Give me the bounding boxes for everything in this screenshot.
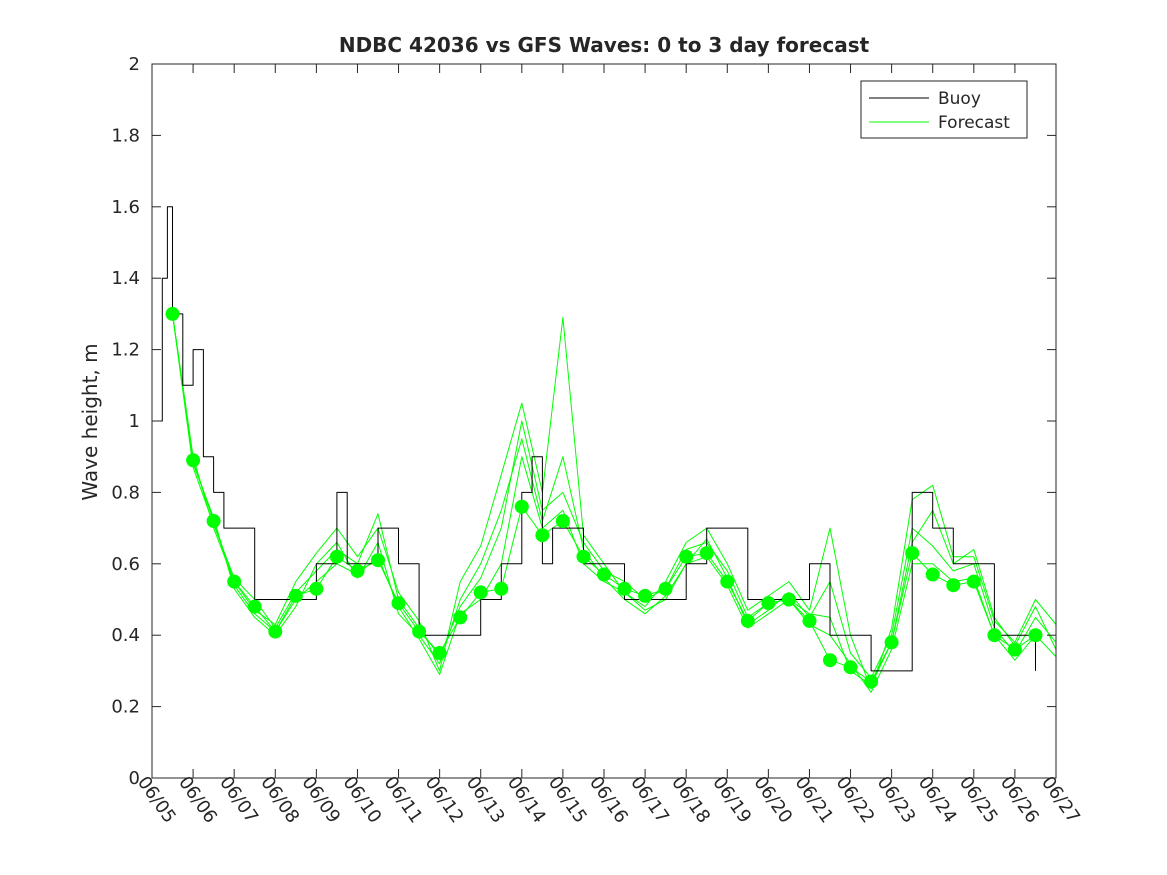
legend-box xyxy=(860,80,1028,139)
forecast-marker xyxy=(268,624,283,639)
forecast-series-line xyxy=(172,313,1057,690)
forecast-marker xyxy=(638,588,653,603)
y-tick-label: 1.2 xyxy=(111,340,140,361)
forecast-marker xyxy=(617,581,632,596)
forecast-marker xyxy=(391,596,406,611)
forecast-marker xyxy=(905,546,920,561)
forecast-series-line xyxy=(172,313,1057,693)
forecast-marker xyxy=(761,596,776,611)
forecast-marker xyxy=(740,613,755,628)
forecast-marker xyxy=(473,585,488,600)
y-tick-label: 1 xyxy=(129,411,140,432)
series-layer xyxy=(152,206,1057,693)
forecast-marker xyxy=(966,574,981,589)
forecast-marker xyxy=(802,613,817,628)
forecast-marker xyxy=(925,567,940,582)
forecast-marker xyxy=(1028,628,1043,643)
forecast-marker xyxy=(843,660,858,675)
forecast-marker-layer xyxy=(165,306,1043,689)
forecast-marker xyxy=(823,653,837,668)
forecast-marker xyxy=(987,628,1002,643)
y-tick-label: 2 xyxy=(129,54,140,75)
y-axis-label: Wave height, m xyxy=(78,343,102,500)
forecast-marker xyxy=(453,610,468,625)
forecast-marker xyxy=(412,624,427,639)
y-tick-label: 0.2 xyxy=(111,697,140,718)
forecast-marker xyxy=(432,646,447,660)
forecast-marker xyxy=(371,553,385,568)
forecast-marker xyxy=(658,581,673,596)
buoy-series-line xyxy=(152,206,1036,672)
forecast-marker xyxy=(576,549,591,564)
forecast-series-line xyxy=(172,313,1057,679)
legend-label-buoy: Buoy xyxy=(938,89,981,109)
forecast-marker xyxy=(864,674,879,689)
forecast-marker xyxy=(329,549,344,564)
forecast-marker xyxy=(781,592,796,607)
forecast-marker xyxy=(206,514,221,528)
y-tick-label: 0.8 xyxy=(111,482,140,503)
y-tick-label: 1.8 xyxy=(111,125,140,146)
chart-title: NDBC 42036 vs GFS Waves: 0 to 3 day fore… xyxy=(339,33,870,57)
forecast-marker xyxy=(247,599,262,614)
forecast-marker xyxy=(1007,642,1022,657)
legend: Buoy Forecast xyxy=(860,80,1028,139)
forecast-marker xyxy=(186,453,201,468)
forecast-marker xyxy=(309,581,324,596)
forecast-marker xyxy=(720,574,735,589)
forecast-marker xyxy=(535,528,550,543)
y-tick-label: 0.4 xyxy=(111,625,140,646)
forecast-marker xyxy=(494,581,509,596)
y-tick-label: 0.6 xyxy=(111,554,140,575)
forecast-marker xyxy=(597,567,611,582)
legend-label-forecast: Forecast xyxy=(938,113,1010,133)
forecast-marker xyxy=(165,306,180,321)
y-tick-label: 1.6 xyxy=(111,197,140,218)
forecast-marker xyxy=(699,546,714,561)
forecast-marker xyxy=(227,574,242,589)
y-tick-label: 0 xyxy=(129,768,140,789)
forecast-marker xyxy=(350,563,365,578)
forecast-marker xyxy=(514,499,529,514)
forecast-marker xyxy=(555,514,570,528)
forecast-marker xyxy=(946,578,961,593)
y-tick-label: 1.4 xyxy=(111,268,140,289)
forecast-marker xyxy=(679,549,694,564)
forecast-marker xyxy=(884,635,899,650)
forecast-marker xyxy=(288,588,303,603)
